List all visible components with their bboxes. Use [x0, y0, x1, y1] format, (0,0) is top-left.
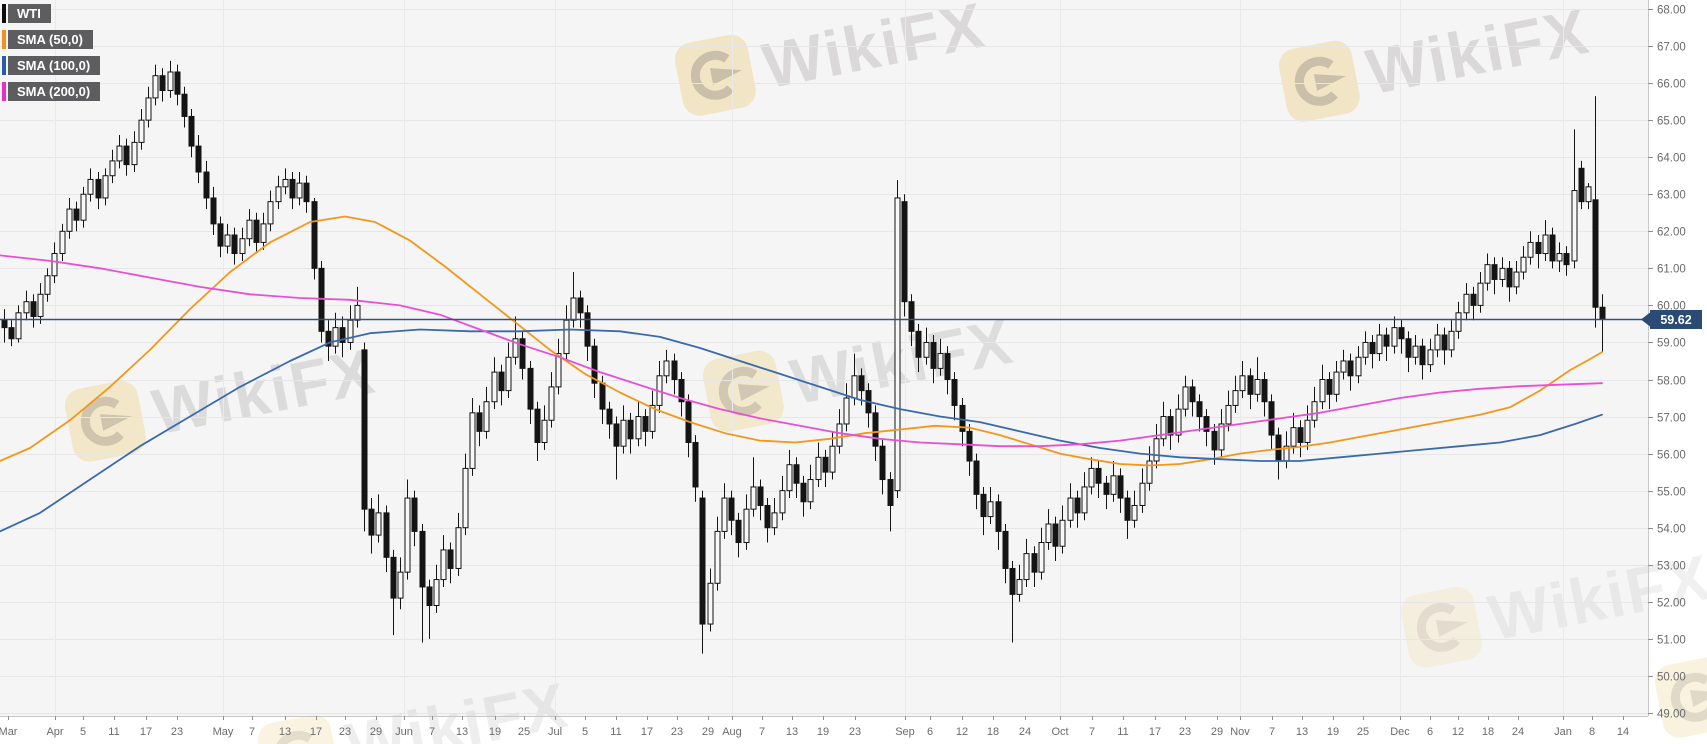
sma200-color-bar	[2, 82, 6, 101]
x-axis-label: 6	[927, 726, 933, 738]
x-axis-label: 13	[786, 726, 798, 738]
x-axis: Mar Apr 5 11 17 23 May 7 13 17 23 29 Jun 7 13 19 25 Jul 5 1…	[0, 716, 1648, 738]
x-axis-label: May	[213, 726, 234, 738]
y-axis-label: 50.00	[1657, 672, 1686, 684]
x-axis-label: 12	[1452, 726, 1464, 738]
x-axis-label: 17	[140, 726, 152, 738]
legend-item-wti: WTI	[2, 4, 100, 23]
x-axis-label: 7	[1269, 726, 1275, 738]
x-axis-label: 29	[1211, 726, 1223, 738]
x-axis-label: 17	[641, 726, 653, 738]
y-axis-label: 52.00	[1657, 598, 1686, 610]
x-axis-label: Apr	[46, 726, 63, 738]
x-axis-label: 14	[1617, 726, 1629, 738]
x-axis-label: 23	[339, 726, 351, 738]
x-axis-label: Jul	[548, 726, 562, 738]
x-axis-label: Jan	[1554, 726, 1572, 738]
wikifx-watermark: WikiFX	[1278, 0, 1595, 122]
x-axis-label: 18	[987, 726, 999, 738]
x-axis-label: 25	[1357, 726, 1369, 738]
x-axis-label: 6	[1427, 726, 1433, 738]
x-axis-label: 13	[1296, 726, 1308, 738]
plot-background	[0, 0, 1648, 716]
x-axis-label: Jun	[395, 726, 413, 738]
y-axis-label: 58.00	[1657, 376, 1686, 388]
x-axis-label: 8	[1589, 726, 1595, 738]
horizontal-gridlines	[0, 9, 1648, 714]
last-price-label: 59.62	[1641, 309, 1702, 329]
legend-item-sma100: SMA (100,0)	[2, 56, 101, 75]
x-axis-label: 11	[108, 726, 119, 738]
x-axis-label: 5	[80, 726, 86, 738]
x-axis-label: 23	[849, 726, 861, 738]
y-axis-label: 61.00	[1657, 264, 1686, 276]
y-axis-label: 68.00	[1657, 5, 1686, 17]
y-axis-label: 67.00	[1657, 42, 1686, 54]
y-axis-label: 49.00	[1657, 709, 1686, 721]
x-axis-label: 13	[279, 726, 291, 738]
x-axis-label: Sep	[895, 726, 915, 738]
y-axis-label: 56.00	[1657, 450, 1686, 462]
x-axis-label: Oct	[1051, 726, 1068, 738]
y-axis-label: 51.00	[1657, 635, 1686, 647]
x-axis-label: 5	[582, 726, 588, 738]
y-axis-label: 65.00	[1657, 116, 1686, 128]
wti-color-bar	[2, 4, 6, 23]
sma-line-100	[0, 328, 1603, 533]
x-axis-label: 17	[310, 726, 322, 738]
sma50-color-bar	[2, 30, 6, 49]
x-axis-label: 19	[1327, 726, 1339, 738]
x-axis-label: 24	[1019, 726, 1031, 738]
sma100-label: SMA (100,0)	[8, 56, 101, 75]
last-price-value: 59.62	[1660, 313, 1691, 327]
x-axis-label: 12	[956, 726, 968, 738]
x-axis-label: 23	[671, 726, 683, 738]
y-axis-label: 54.00	[1657, 524, 1686, 536]
y-axis-label: 63.00	[1657, 190, 1686, 202]
x-axis-label: Aug	[722, 726, 742, 738]
y-axis: 68.00 67.00 66.00 65.00 64.00 63.00 62.00 61.00…	[1648, 0, 1686, 721]
indicator-legend: WTI SMA (50,0) SMA (100,0) SMA (200,0)	[2, 4, 101, 108]
x-axis-label: 13	[456, 726, 468, 738]
x-axis-label: 18	[1482, 726, 1494, 738]
x-axis-label: 23	[1179, 726, 1191, 738]
x-axis-label: 29	[370, 726, 382, 738]
x-axis-label: 7	[759, 726, 765, 738]
y-axis-label: 60.00	[1657, 301, 1686, 313]
sma50-label: SMA (50,0)	[8, 30, 93, 49]
x-axis-label: 17	[1149, 726, 1161, 738]
x-axis-label: Nov	[1230, 726, 1250, 738]
wti-label: WTI	[8, 4, 51, 23]
x-axis-label: 11	[610, 726, 621, 738]
y-axis-label: 59.00	[1657, 338, 1686, 350]
x-axis-label: 19	[489, 726, 501, 738]
y-axis-label: 62.00	[1657, 227, 1686, 239]
legend-item-sma50: SMA (50,0)	[2, 30, 100, 49]
x-axis-label: Mar	[0, 726, 18, 738]
x-axis-label: 11	[1117, 726, 1128, 738]
legend-item-sma200: SMA (200,0)	[2, 82, 101, 101]
sma100-color-bar	[2, 56, 6, 75]
candlesticks	[1, 60, 1606, 654]
wikifx-watermark: WikiFX	[1654, 656, 1707, 738]
sma-line-50	[0, 215, 1603, 467]
sma-line-200	[0, 254, 1603, 448]
y-axis-label: 53.00	[1657, 561, 1686, 573]
x-axis-label: 7	[249, 726, 255, 738]
y-axis-label: 66.00	[1657, 79, 1686, 91]
y-axis-label: 55.00	[1657, 487, 1686, 499]
x-axis-label: Dec	[1390, 726, 1410, 738]
x-axis-label: 7	[429, 726, 435, 738]
sma200-label: SMA (200,0)	[8, 82, 101, 101]
x-axis-label: 24	[1512, 726, 1524, 738]
x-axis-label: 25	[518, 726, 530, 738]
x-axis-label: 7	[1089, 726, 1095, 738]
x-axis-label: 23	[171, 726, 183, 738]
y-axis-label: 64.00	[1657, 153, 1686, 165]
y-axis-label: 57.00	[1657, 413, 1686, 425]
x-axis-label: 29	[702, 726, 714, 738]
x-axis-label: 19	[817, 726, 829, 738]
